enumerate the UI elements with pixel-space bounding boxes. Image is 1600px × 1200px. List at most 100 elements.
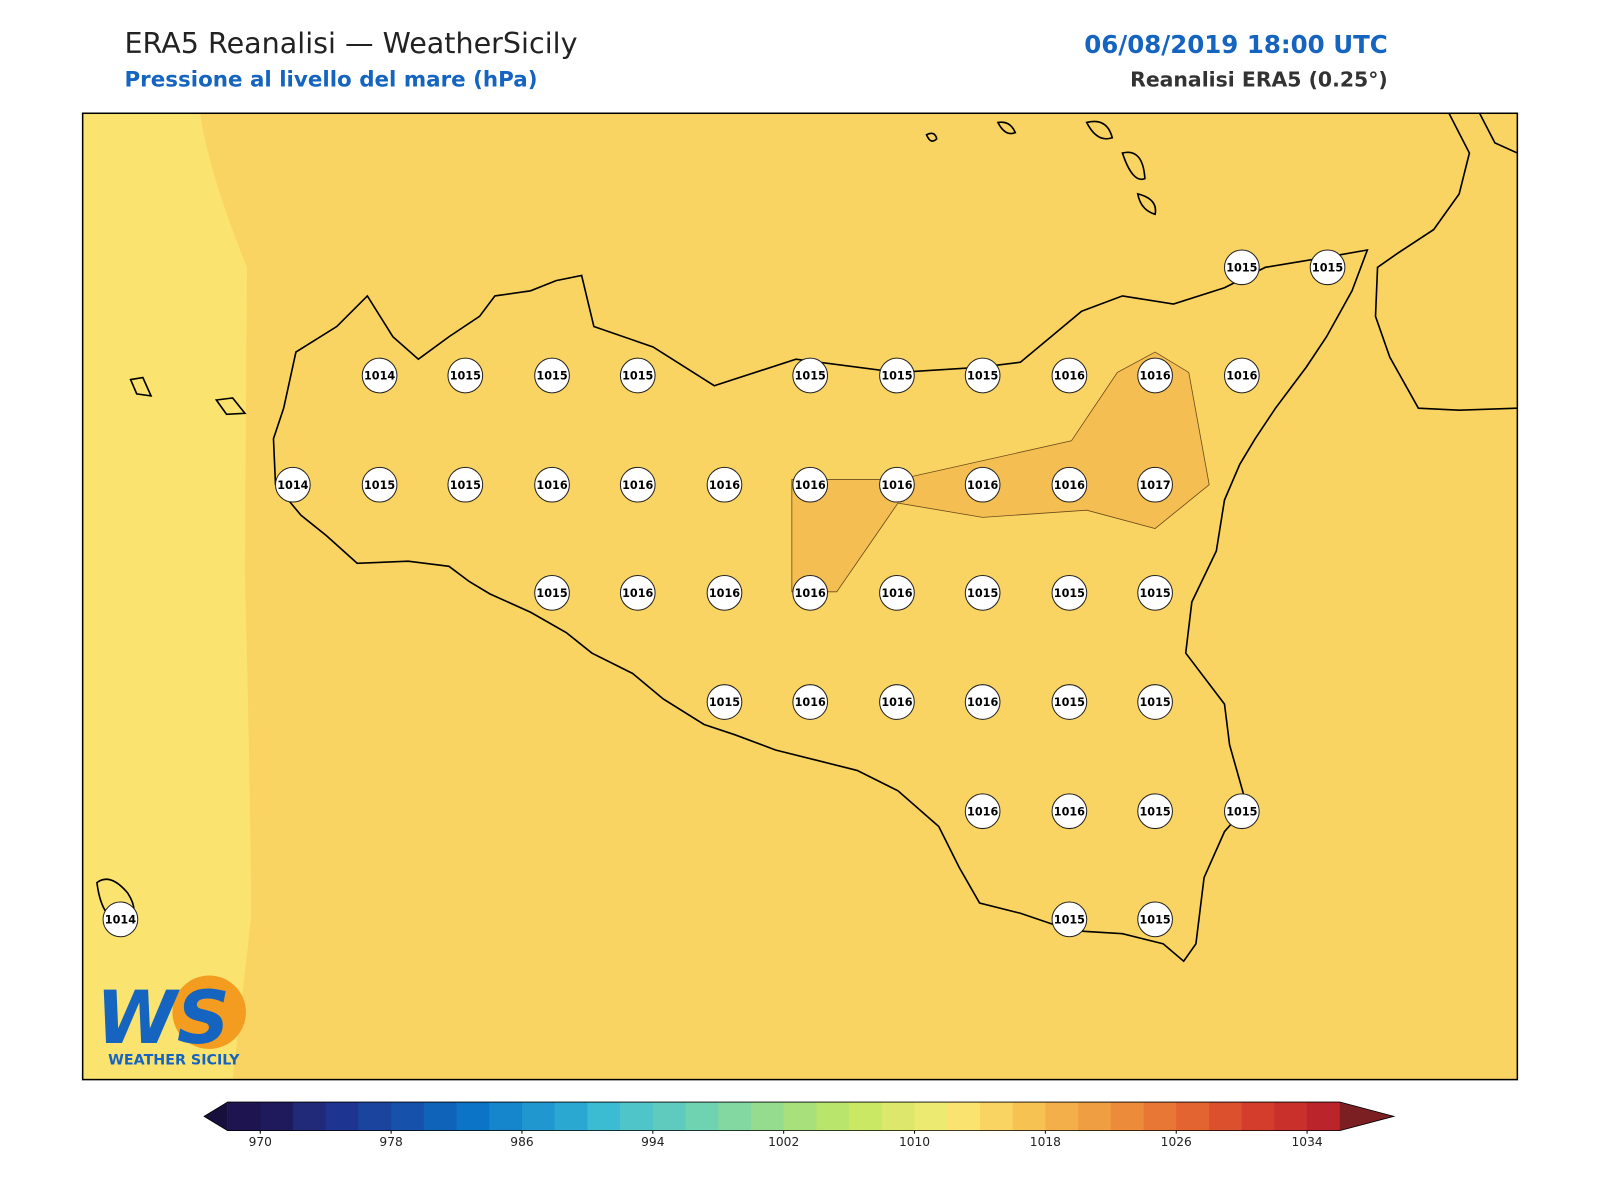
colorbar-bin	[1208, 1102, 1243, 1131]
colorbar-bin	[260, 1102, 294, 1131]
station-value: 1015	[967, 587, 998, 600]
station-marker	[1051, 901, 1088, 938]
station-value: 1015	[709, 696, 740, 709]
station-marker	[1137, 901, 1173, 938]
colorbar-bin	[1045, 1102, 1079, 1131]
station-marker	[792, 466, 829, 503]
colorbar-tick-label: 986	[510, 1135, 534, 1149]
colorbar-bin	[620, 1102, 654, 1131]
station-value: 1016	[967, 479, 998, 492]
colorbar-bin	[783, 1102, 817, 1131]
station-marker	[447, 466, 484, 503]
stations: 1015 1015 1014 1015 1015 1015 1015 1015 1015 1016…	[102, 249, 1346, 938]
colorbar-bin	[587, 1102, 621, 1131]
station-value: 1016	[881, 479, 912, 492]
subtitle: Pressione al livello del mare (hPa)	[124, 68, 537, 93]
station-value: 1014	[364, 370, 395, 383]
colorbar-bin	[1143, 1102, 1177, 1131]
station-value: 1014	[277, 479, 308, 492]
station-marker	[1309, 249, 1346, 286]
station-value: 1014	[105, 913, 136, 926]
high-pressure-area	[791, 351, 1210, 593]
colorbar-tick-label: 1010	[899, 1135, 930, 1149]
colorbar-bin	[718, 1102, 752, 1131]
station-value: 1016	[881, 587, 912, 600]
station-value: 1016	[709, 479, 740, 492]
colorbar-bin	[456, 1102, 490, 1131]
station-value: 1016	[967, 696, 998, 709]
station-value: 1015	[1054, 587, 1085, 600]
colorbar-bin	[816, 1102, 850, 1131]
station-marker	[1051, 793, 1088, 830]
station-value: 1016	[795, 696, 826, 709]
colorbar-bin	[1274, 1102, 1308, 1131]
station-value: 1015	[1139, 696, 1170, 709]
station-marker	[1223, 357, 1260, 394]
title: ERA5 Reanalisi — WeatherSicily	[124, 26, 577, 60]
station-marker	[879, 357, 915, 394]
station-marker	[964, 793, 1001, 830]
station-value: 1015	[881, 370, 912, 383]
station-marker	[706, 466, 743, 503]
station-marker	[275, 466, 311, 503]
station-value: 1017	[1139, 479, 1170, 492]
colorbar-bin	[227, 1102, 261, 1131]
coastlines	[96, 113, 1518, 963]
egadi-islands	[129, 376, 247, 416]
station-marker	[534, 575, 570, 611]
station-value: 1016	[881, 696, 912, 709]
colorbar-bin	[423, 1102, 458, 1131]
colorbar-tick-label: 1026	[1161, 1135, 1192, 1149]
station-marker	[447, 357, 484, 394]
colorbar-bin	[685, 1102, 719, 1131]
map-layer: 1015 1015 1014 1015 1015 1015 1015 1015 1015 1016…	[82, 113, 1518, 1080]
station-value: 1015	[1139, 805, 1170, 818]
station-marker	[1137, 575, 1173, 611]
station-marker	[879, 684, 915, 720]
station-value: 1015	[1139, 587, 1170, 600]
station-marker	[361, 357, 398, 394]
station-value: 1015	[1226, 261, 1257, 274]
colorbar-tick-label: 1002	[768, 1135, 799, 1149]
station-value: 1015	[1139, 913, 1170, 926]
colorbar-bin	[358, 1102, 392, 1131]
station-value: 1016	[709, 587, 740, 600]
logo-sun	[172, 975, 246, 1049]
calabria-coast	[1374, 113, 1518, 412]
colorbar-bin	[947, 1102, 981, 1131]
station-marker	[361, 466, 398, 503]
station-marker	[706, 684, 743, 720]
map-frame	[81, 112, 1519, 1081]
station-value: 1016	[1139, 370, 1170, 383]
station-marker	[619, 357, 656, 394]
station-value: 1015	[1054, 696, 1085, 709]
datetime: 06/08/2019 18:00 UTC	[1084, 30, 1388, 59]
station-value: 1016	[1054, 370, 1085, 383]
station-marker	[1223, 793, 1260, 830]
station-value: 1015	[364, 479, 395, 492]
station-marker	[792, 575, 829, 611]
colorbar-under	[204, 1102, 228, 1131]
colorbar-bin	[1078, 1102, 1112, 1131]
station-marker	[1051, 575, 1088, 611]
station-value: 1015	[622, 370, 653, 383]
logo-mark: WS	[96, 976, 230, 1061]
colorbar-bin	[325, 1102, 359, 1131]
colorbar-bin	[521, 1102, 556, 1131]
station-value: 1015	[1312, 261, 1343, 274]
colorbar-tick-label: 978	[379, 1135, 402, 1149]
colorbar-bin	[489, 1102, 523, 1131]
colorbar-bin	[1012, 1102, 1046, 1131]
station-marker	[964, 684, 1001, 720]
colorbar-bin	[750, 1102, 785, 1131]
station-value: 1016	[795, 479, 826, 492]
logo: WS WEATHER SICILY	[96, 975, 246, 1068]
source: Reanalisi ERA5 (0.25°)	[1130, 68, 1388, 92]
sicily-coast	[272, 248, 1369, 963]
colorbar-outline	[203, 1101, 1396, 1132]
station-value: 1015	[967, 370, 998, 383]
colorbar-over	[1339, 1102, 1394, 1131]
station-marker	[792, 357, 829, 394]
station-marker	[879, 466, 915, 503]
